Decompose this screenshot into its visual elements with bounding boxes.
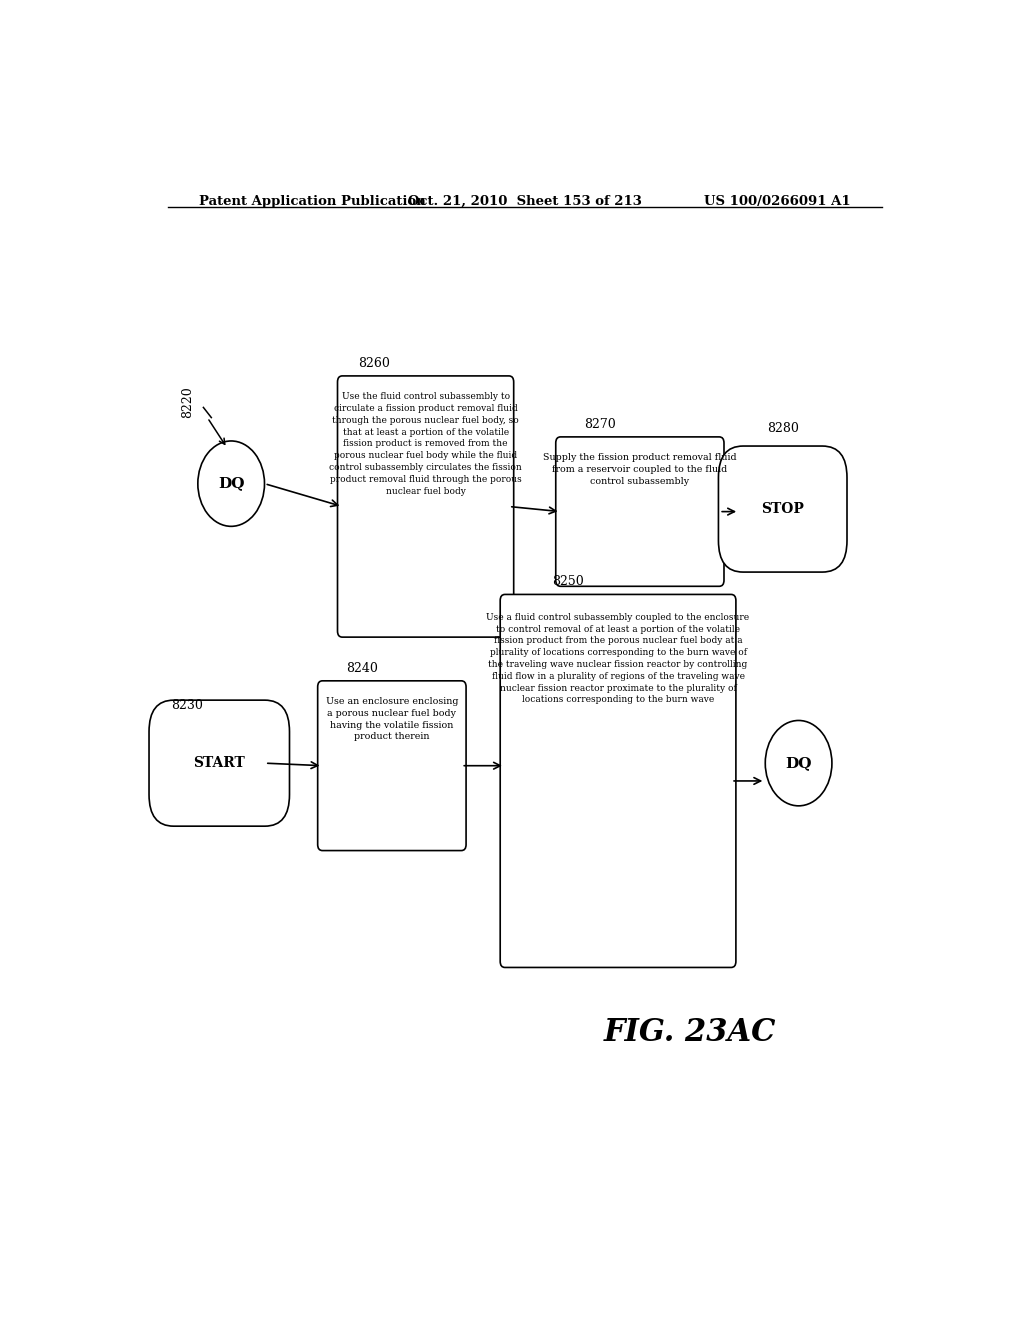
Text: Use the fluid control subassembly to
circulate a fission product removal fluid
t: Use the fluid control subassembly to cir… (330, 392, 522, 495)
Text: START: START (194, 756, 245, 770)
Text: 8270: 8270 (585, 418, 616, 430)
Text: Supply the fission product removal fluid
from a reservoir coupled to the fluid
c: Supply the fission product removal fluid… (543, 453, 736, 486)
Text: 8250: 8250 (553, 576, 585, 589)
Text: 8280: 8280 (767, 422, 799, 434)
FancyBboxPatch shape (556, 437, 724, 586)
Text: 8230: 8230 (172, 700, 204, 713)
Circle shape (765, 721, 831, 805)
FancyBboxPatch shape (338, 376, 514, 638)
FancyBboxPatch shape (500, 594, 736, 968)
Text: Patent Application Publication: Patent Application Publication (200, 195, 426, 209)
Text: DQ: DQ (785, 756, 812, 770)
Text: US 100/0266091 A1: US 100/0266091 A1 (703, 195, 850, 209)
Circle shape (198, 441, 264, 527)
Text: 8220: 8220 (181, 387, 194, 418)
Text: FIG. 23AC: FIG. 23AC (604, 1016, 776, 1048)
Text: STOP: STOP (761, 502, 804, 516)
Text: Oct. 21, 2010  Sheet 153 of 213: Oct. 21, 2010 Sheet 153 of 213 (408, 195, 642, 209)
Text: DQ: DQ (218, 477, 245, 491)
FancyBboxPatch shape (317, 681, 466, 850)
Text: 8240: 8240 (346, 661, 378, 675)
FancyBboxPatch shape (719, 446, 847, 572)
FancyBboxPatch shape (150, 700, 290, 826)
Text: Use an enclosure enclosing
a porous nuclear fuel body
having the volatile fissio: Use an enclosure enclosing a porous nucl… (326, 697, 458, 742)
Text: 8260: 8260 (358, 356, 390, 370)
Text: Use a fluid control subassembly coupled to the enclosure
to control removal of a: Use a fluid control subassembly coupled … (486, 612, 750, 705)
